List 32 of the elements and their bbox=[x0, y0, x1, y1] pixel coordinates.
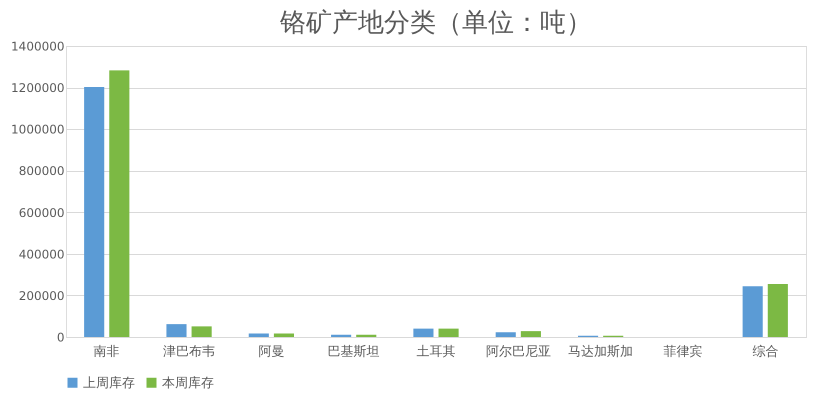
y-tick-label: 1400000 bbox=[11, 40, 64, 54]
x-tick-label: 巴基斯坦 bbox=[328, 344, 380, 360]
bar bbox=[496, 332, 516, 337]
bar bbox=[109, 70, 130, 337]
bar bbox=[768, 284, 788, 337]
bar bbox=[438, 328, 459, 337]
y-tick-label: 200000 bbox=[18, 288, 64, 303]
y-tick-label: 1000000 bbox=[11, 122, 64, 137]
x-tick-label: 阿尔巴尼亚 bbox=[486, 344, 551, 360]
x-tick-label: 菲律宾 bbox=[663, 344, 702, 360]
bar bbox=[413, 328, 434, 337]
x-tick-label: 津巴布韦 bbox=[163, 344, 216, 360]
x-tick-label: 综合 bbox=[752, 344, 778, 360]
legend-label: 本周库存 bbox=[162, 376, 214, 391]
bar bbox=[520, 331, 541, 337]
bar bbox=[192, 326, 212, 337]
bar bbox=[274, 333, 294, 337]
x-tick-label: 土耳其 bbox=[416, 344, 456, 360]
bar bbox=[166, 324, 187, 337]
x-tick-label: 马达加斯加 bbox=[568, 344, 634, 360]
x-tick-label: 南非 bbox=[94, 344, 120, 360]
chart-title: 铬矿产地分类（单位：吨） bbox=[279, 8, 592, 37]
y-tick-label: 1200000 bbox=[11, 81, 64, 96]
y-tick-label: 0 bbox=[56, 330, 64, 344]
legend-label: 上周库存 bbox=[83, 376, 135, 391]
y-tick-label: 400000 bbox=[18, 247, 64, 262]
y-tick-label: 600000 bbox=[18, 206, 64, 220]
bar bbox=[84, 86, 104, 337]
x-tick-label: 阿曼 bbox=[258, 344, 284, 360]
bar bbox=[742, 286, 763, 337]
bar bbox=[248, 333, 269, 337]
y-tick-label: 800000 bbox=[18, 164, 64, 178]
